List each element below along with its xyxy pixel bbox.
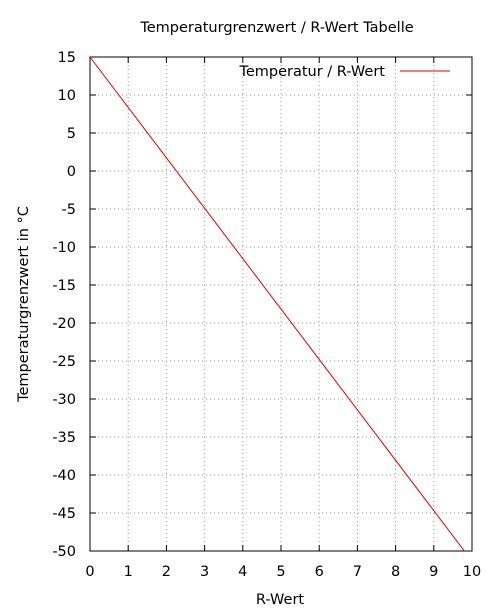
y-tick-labels: 15 10 5 0 -5 -10 -15 -20 -25 -30 -35 -40 -45 -50 — [52, 50, 76, 560]
x-tick-label: 3 — [200, 564, 209, 580]
x-tick-label: 0 — [85, 564, 94, 580]
y-tick-label: 15 — [58, 50, 76, 66]
x-tick-label: 9 — [429, 564, 438, 580]
x-axis-label: R-Wert — [256, 592, 305, 608]
x-tick-label: 1 — [124, 564, 133, 580]
y-axis-label: Temperaturgrenzwert in °C — [16, 206, 32, 403]
y-tick-label: -15 — [52, 278, 76, 294]
series-layer — [89, 56, 465, 552]
x-tick-label: 8 — [391, 564, 400, 580]
y-tick-label: -50 — [52, 544, 76, 560]
x-tick-label: 5 — [276, 564, 285, 580]
x-tick-label: 7 — [353, 564, 362, 580]
y-tick-label: -10 — [52, 240, 76, 256]
y-tick-label: -35 — [52, 430, 76, 446]
plot-frame — [89, 56, 473, 552]
legend-label: Temperatur / R-Wert — [238, 64, 385, 80]
grid — [90, 57, 472, 551]
y-tick-label: -5 — [62, 202, 76, 218]
y-tick-label: -40 — [52, 468, 76, 484]
y-tick-label: -25 — [52, 354, 76, 370]
chart-title: Temperaturgrenzwert / R-Wert Tabelle — [139, 20, 413, 36]
x-tick-labels: 0 1 2 3 4 5 6 7 8 9 10 — [85, 564, 481, 580]
x-tick-label: 4 — [238, 564, 247, 580]
series-line — [89, 56, 465, 552]
x-tick-label: 6 — [315, 564, 324, 580]
tick-marks — [89, 56, 473, 552]
x-tick-label: 2 — [162, 564, 171, 580]
y-tick-label: -45 — [52, 506, 76, 522]
x-tick-label: 10 — [463, 564, 481, 580]
y-tick-label: -20 — [52, 316, 76, 332]
legend: Temperatur / R-Wert — [238, 64, 450, 80]
y-tick-label: 10 — [58, 88, 76, 104]
y-tick-label: 0 — [67, 164, 76, 180]
y-tick-label: -30 — [52, 392, 76, 408]
y-tick-label: 5 — [67, 126, 76, 142]
